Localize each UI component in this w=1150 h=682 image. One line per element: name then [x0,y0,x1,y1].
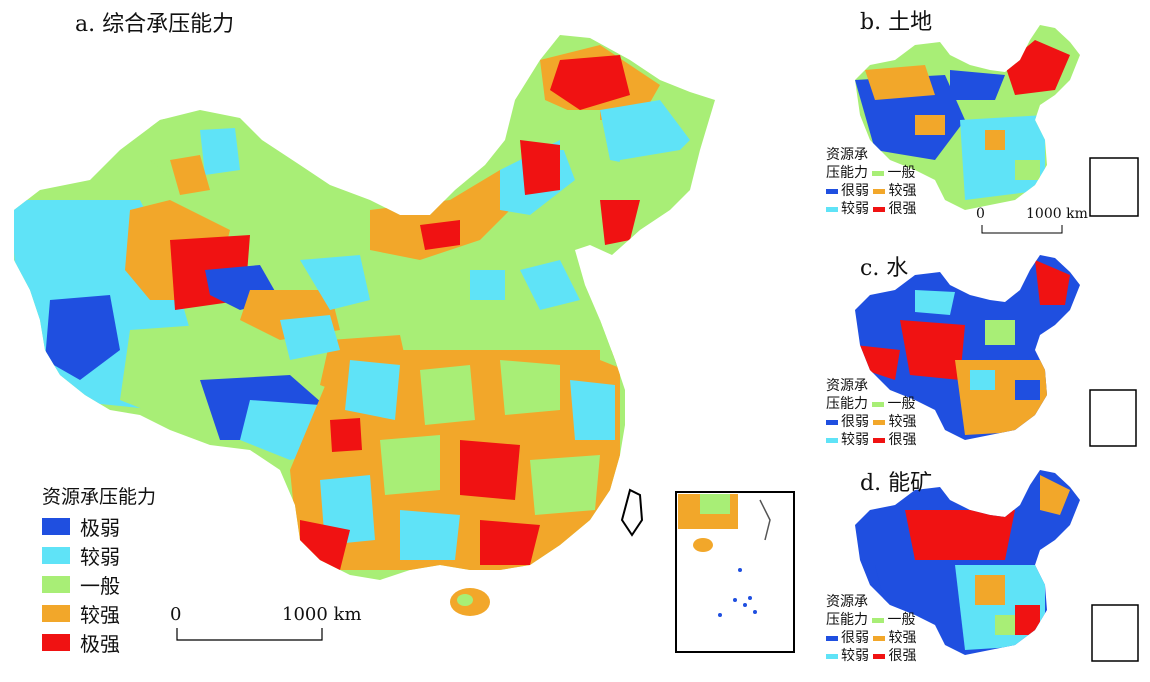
swatch-general [872,617,885,623]
legend-label: 较弱 [841,201,869,217]
swatch-very-weak [42,518,70,535]
swatch-very-strong [42,634,70,651]
legend-b-title-2: 压能力 一般 [826,164,916,182]
inset-d [1091,604,1139,662]
legend-label: 较强 [888,630,917,646]
panel-d-title: d. 能矿 [860,471,933,496]
legend-label: 很弱 [841,414,869,430]
legend-label: 很弱 [841,183,869,199]
scale-start-a: 0 [170,604,182,625]
swatch-strong [873,188,886,194]
legend-d-title-1: 资源承 [826,594,868,610]
legend-d-row-2: 很弱 较强 [826,629,916,647]
legend-label: 较弱 [841,432,869,448]
legend-c-title-2-text: 压能力 [826,396,868,412]
legend-b-title-1: 资源承 [826,147,868,163]
swatch-weak [826,437,838,443]
legend-c-row-2: 很弱 较强 [826,413,916,431]
legend-c-title-1: 资源承 [826,378,868,394]
legend-label: 一般 [80,574,120,598]
legend-label: 很强 [888,201,917,217]
legend-b-row-2: 很弱 较强 [826,182,916,200]
legend-label: 较弱 [80,545,120,569]
legend-label: 较强 [888,183,917,199]
scale-end-a: 1000 km [282,604,362,625]
swatch-strong [873,419,886,425]
legend-item-strong: 较强 [42,599,120,628]
legend-label: 一般 [887,165,916,181]
swatch-weak [42,547,70,564]
legend-label: 极强 [80,632,120,656]
legend-d: 资源承 压能力 一般 很弱 较强 较弱 很强 [826,593,916,665]
legend-label: 很强 [888,432,917,448]
legend-item-very-weak: 极弱 [42,512,120,541]
scale-start-b: 0 [976,206,985,222]
scale-end-b: 1000 km [1026,206,1088,222]
taiwan-outline [620,488,644,537]
swatch-weak [826,653,838,659]
legend-c-title-2: 压能力 一般 [826,395,916,413]
legend-label: 一般 [887,612,916,628]
swatch-very-strong [873,437,886,443]
swatch-very-weak [826,188,838,194]
scale-bar-a [176,628,323,641]
swatch-strong [873,635,886,641]
hainan-island [450,588,490,616]
panel-a-title: a. 综合承压能力 [75,12,235,37]
legend-b-row-3: 较弱 很强 [826,200,916,218]
panel-c-title: c. 水 [860,256,909,281]
legend-label: 较强 [888,414,917,430]
swatch-general [872,170,885,176]
legend-label: 极弱 [80,516,120,540]
china-map-comprehensive [14,35,715,580]
swatch-very-strong [873,206,886,212]
legend-c: 资源承 压能力 一般 很弱 较强 较弱 很强 [826,377,916,449]
legend-d-title-2-text: 压能力 [826,612,868,628]
swatch-very-strong [873,653,886,659]
legend-label: 较弱 [841,648,869,664]
legend-b-title-2-text: 压能力 [826,165,868,181]
swatch-general [872,401,885,407]
legend-label: 一般 [887,396,916,412]
south-china-sea-inset [675,491,795,653]
panel-b-title: b. 土地 [860,10,933,35]
legend-item-very-strong: 极强 [42,628,120,657]
swatch-strong [42,605,70,622]
swatch-weak [826,206,838,212]
legend-label: 很强 [888,648,917,664]
legend-item-weak: 较弱 [42,541,120,570]
swatch-very-weak [826,635,838,641]
legend-label: 很弱 [841,630,869,646]
inset-c [1089,389,1137,447]
legend-b: 资源承 压能力 一般 很弱 较强 较弱 很强 [826,146,916,218]
swatch-very-weak [826,419,838,425]
legend-d-row-3: 较弱 很强 [826,647,916,665]
legend-label: 较强 [80,603,120,627]
legend-title-a: 资源承压能力 [42,486,157,508]
legend-c-row-3: 较弱 很强 [826,431,916,449]
swatch-general [42,576,70,593]
legend-d-title-2: 压能力 一般 [826,611,916,629]
inset-b [1089,157,1139,217]
legend-item-general: 一般 [42,570,120,599]
scale-bar-b [981,225,1063,234]
